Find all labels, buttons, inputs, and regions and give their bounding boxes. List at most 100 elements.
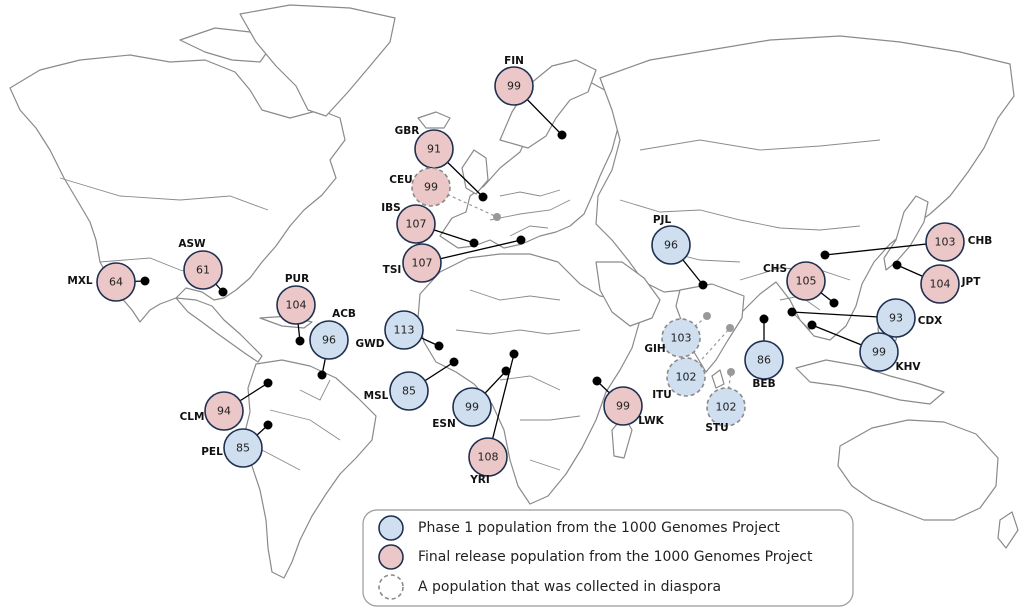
population-code-esn: ESN bbox=[432, 418, 456, 430]
population-bubble-esn bbox=[452, 387, 492, 427]
population-bubble-ceu bbox=[411, 167, 451, 207]
population-code-gbr: GBR bbox=[395, 125, 420, 137]
location-point-fin bbox=[557, 130, 567, 140]
population-bubble-stu bbox=[706, 387, 746, 427]
population-code-ceu: CEU bbox=[389, 174, 412, 186]
population-count-beb: 86 bbox=[757, 354, 771, 367]
location-point-msl bbox=[449, 357, 459, 367]
population-count-stu: 102 bbox=[716, 401, 737, 414]
population-count-esn: 99 bbox=[465, 401, 479, 414]
population-count-yri: 108 bbox=[478, 451, 499, 464]
population-bubble-beb bbox=[744, 340, 784, 380]
population-bubble-asw bbox=[183, 250, 223, 290]
sri-lanka-landmass bbox=[711, 369, 725, 389]
population-bubble-acb bbox=[309, 320, 349, 360]
population-count-jpt: 104 bbox=[930, 278, 951, 291]
greenland-landmass bbox=[239, 4, 396, 117]
legend-final-swatch bbox=[378, 544, 404, 570]
population-code-mxl: MXL bbox=[67, 275, 93, 287]
africa-landmass bbox=[417, 253, 641, 505]
legend-diaspora-label: A population that was collected in diasp… bbox=[418, 579, 721, 595]
population-bubble-gwd bbox=[384, 310, 424, 350]
country-borders bbox=[59, 139, 881, 471]
location-point-clm bbox=[263, 378, 273, 388]
population-bubble-mxl bbox=[96, 262, 136, 302]
population-bubble-pel bbox=[223, 428, 263, 468]
border-line bbox=[455, 289, 581, 471]
population-code-chb: CHB bbox=[968, 235, 993, 247]
population-count-chs: 105 bbox=[796, 275, 817, 288]
leader-lines bbox=[115, 85, 946, 458]
legend-box bbox=[362, 509, 854, 607]
population-code-acb: ACB bbox=[332, 308, 356, 320]
landmasses bbox=[9, 4, 1019, 579]
population-count-ceu: 99 bbox=[424, 181, 438, 194]
population-count-acb: 96 bbox=[322, 334, 336, 347]
location-point-gwd bbox=[434, 341, 444, 351]
location-point-lwk bbox=[592, 376, 602, 386]
population-bubble-itu bbox=[666, 357, 706, 397]
population-code-khv: KHV bbox=[895, 361, 921, 373]
population-count-tsi: 107 bbox=[412, 257, 433, 270]
south-america-landmass bbox=[243, 359, 377, 579]
population-bubble-tsi bbox=[402, 243, 442, 283]
population-count-pel: 85 bbox=[236, 442, 250, 455]
population-code-stu: STU bbox=[705, 422, 728, 434]
population-code-fin: FIN bbox=[504, 55, 524, 67]
central-america-landmass bbox=[175, 297, 263, 363]
population-bubble-yri bbox=[468, 437, 508, 477]
border-line bbox=[261, 379, 341, 471]
population-code-pel: PEL bbox=[201, 446, 223, 458]
legend: Phase 1 population from the 1000 Genomes… bbox=[362, 509, 854, 607]
population-code-pur: PUR bbox=[285, 273, 309, 285]
location-point-chb bbox=[820, 250, 830, 260]
population-bubble-chb bbox=[925, 222, 965, 262]
population-bubble-chs bbox=[786, 261, 826, 301]
population-count-msl: 85 bbox=[402, 385, 416, 398]
population-count-cdx: 93 bbox=[889, 312, 903, 325]
location-point-acb bbox=[317, 370, 327, 380]
location-point-ibs bbox=[469, 238, 479, 248]
border-line bbox=[59, 177, 269, 211]
location-point-tsi bbox=[516, 235, 526, 245]
iceland-landmass bbox=[417, 111, 451, 129]
population-bubble-msl bbox=[389, 371, 429, 411]
population-bubble-khv bbox=[859, 332, 899, 372]
population-code-pjl: PJL bbox=[653, 214, 672, 226]
population-count-asw: 61 bbox=[196, 264, 210, 277]
location-point-pel bbox=[263, 420, 273, 430]
population-bubble-jpt bbox=[920, 264, 960, 304]
leader-line-chb bbox=[824, 241, 946, 256]
population-count-lwk: 99 bbox=[616, 400, 630, 413]
population-code-lwk: LWK bbox=[638, 415, 664, 427]
arabian-peninsula bbox=[595, 261, 661, 327]
north-america-landmass bbox=[9, 54, 346, 323]
population-code-yri: YRI bbox=[469, 474, 490, 486]
population-bubble-cdx bbox=[876, 298, 916, 338]
population-bubble-ibs bbox=[396, 204, 436, 244]
population-count-gwd: 113 bbox=[394, 324, 415, 337]
new-zealand-landmass bbox=[997, 511, 1019, 549]
location-point-esn bbox=[501, 366, 511, 376]
location-point-stu bbox=[727, 368, 735, 376]
australia-landmass bbox=[837, 419, 999, 521]
location-point-yri bbox=[509, 349, 519, 359]
location-point-mxl bbox=[140, 276, 150, 286]
location-point-beb bbox=[759, 314, 769, 324]
population-count-fin: 99 bbox=[507, 80, 521, 93]
population-code-tsi: TSI bbox=[383, 264, 402, 276]
population-bubbles: 99 FIN 91 GBR 99 CEU 107 IBS 107 TSI 96 PJL 61 ASW 64 M… bbox=[67, 55, 992, 486]
population-bubble-pur bbox=[276, 285, 316, 325]
population-code-gih: GIH bbox=[644, 343, 665, 355]
population-count-mxl: 64 bbox=[109, 276, 123, 289]
population-count-gbr: 91 bbox=[427, 143, 441, 156]
arctic-islands bbox=[179, 27, 271, 63]
border-line bbox=[489, 189, 571, 237]
legend-final-label: Final release population from the 1000 G… bbox=[418, 549, 813, 565]
location-point-gbr bbox=[478, 192, 488, 202]
location-point-ceu bbox=[493, 213, 501, 221]
population-code-beb: BEB bbox=[752, 378, 775, 390]
population-bubble-lwk bbox=[603, 386, 643, 426]
population-code-ibs: IBS bbox=[381, 202, 400, 214]
population-bubble-clm bbox=[204, 391, 244, 431]
